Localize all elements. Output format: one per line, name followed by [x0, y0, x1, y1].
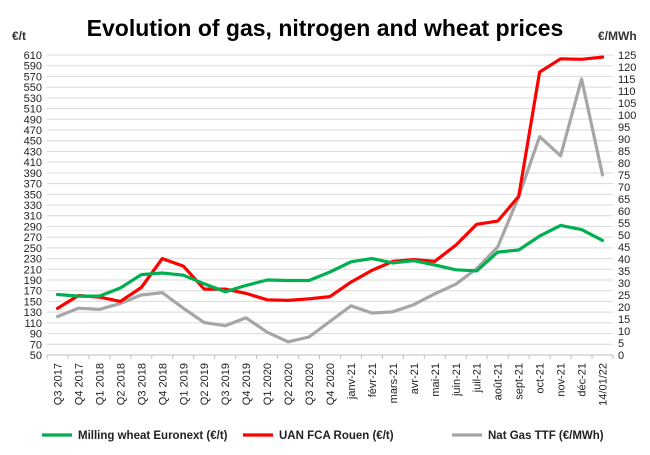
left-tick-label: 570: [24, 71, 42, 83]
legend-label: Nat Gas TTF (€/MWh): [488, 430, 604, 442]
right-tick-label: 45: [618, 242, 630, 254]
legend-label: Milling wheat Euronext (€/t): [78, 430, 228, 442]
left-tick-label: 370: [24, 179, 42, 191]
right-tick-label: 65: [618, 194, 630, 206]
x-tick-label: Q2 2019: [199, 363, 211, 405]
right-tick-label: 70: [618, 182, 630, 194]
x-tick-label: Q4 2019: [241, 363, 253, 405]
right-tick-label: 10: [618, 326, 630, 338]
left-tick-label: 110: [24, 318, 42, 330]
right-tick-label: 95: [618, 122, 630, 134]
x-tick-label: juil-21: [472, 363, 484, 393]
right-tick-label: 55: [618, 218, 630, 230]
left-tick-label: 90: [30, 329, 42, 341]
left-tick-label: 430: [24, 146, 42, 158]
left-tick-label: 490: [24, 114, 42, 126]
x-tick-label: Q3 2018: [136, 363, 148, 405]
series-line-0: [55, 223, 605, 298]
right-tick-label: 125: [618, 50, 636, 62]
x-tick-label: févr-21: [367, 363, 379, 397]
gridlines: [47, 54, 613, 356]
x-tick-label: oct-21: [535, 363, 547, 394]
left-tick-label: 150: [24, 296, 42, 308]
left-tick-label: 270: [24, 232, 42, 244]
left-tick-label: 310: [24, 211, 42, 223]
series-line-2: [55, 77, 605, 344]
right-axis-ticks: 0510152025303540455055606570758085909510…: [618, 50, 636, 362]
left-tick-label: 390: [24, 168, 42, 180]
right-tick-label: 30: [618, 278, 630, 290]
right-tick-label: 20: [618, 302, 630, 314]
x-tick-label: juin-21: [451, 363, 463, 397]
left-axis-unit: €/t: [12, 29, 26, 43]
left-tick-label: 470: [24, 125, 42, 137]
left-tick-label: 290: [24, 221, 42, 233]
x-tick-label: mars-21: [388, 363, 400, 403]
right-tick-label: 40: [618, 254, 630, 266]
left-tick-label: 250: [24, 243, 42, 255]
x-tick-label: Q3 2020: [304, 363, 316, 405]
left-tick-label: 50: [30, 350, 42, 362]
x-axis-ticks: Q3 2017 Q4 2017 Q1 2018 Q2 2018 Q3 2018 Q4 20…: [46, 355, 614, 406]
left-axis-ticks: 5070901101301501701902102302502702903103…: [24, 50, 42, 362]
x-tick-label: déc-21: [577, 363, 589, 397]
x-tick-label: janv-21: [346, 363, 358, 400]
legend-label: UAN FCA Rouen (€/t): [279, 430, 394, 442]
x-tick-label: août-21: [493, 363, 505, 400]
legend: Milling wheat Euronext (€/t) UAN FCA Roue…: [42, 430, 604, 442]
left-tick-label: 70: [30, 339, 42, 351]
x-tick-label: Q1 2020: [262, 363, 274, 405]
left-tick-label: 510: [24, 104, 42, 116]
left-tick-label: 170: [24, 286, 42, 298]
right-tick-label: 0: [618, 350, 624, 362]
left-tick-label: 590: [24, 61, 42, 73]
right-tick-label: 25: [618, 290, 630, 302]
left-tick-label: 190: [24, 275, 42, 287]
right-tick-label: 50: [618, 230, 630, 242]
left-tick-label: 230: [24, 254, 42, 266]
right-tick-label: 105: [618, 98, 636, 110]
left-tick-label: 130: [24, 307, 42, 319]
x-tick-label: Q1 2018: [94, 363, 106, 405]
right-axis-unit: €/MWh: [598, 29, 637, 43]
x-tick-label: mai-21: [430, 363, 442, 397]
x-tick-label: Q4 2020: [325, 363, 337, 405]
series-lines: [55, 55, 605, 344]
left-tick-label: 450: [24, 136, 42, 148]
x-tick-label: Q4 2018: [157, 363, 169, 405]
x-tick-label: Q1 2019: [178, 363, 190, 405]
left-tick-label: 350: [24, 189, 42, 201]
left-tick-label: 210: [24, 264, 42, 276]
right-tick-label: 85: [618, 146, 630, 158]
chart-title: Evolution of gas, nitrogen and wheat pri…: [87, 15, 564, 41]
x-tick-label: Q2 2018: [115, 363, 127, 405]
right-tick-label: 35: [618, 266, 630, 278]
x-tick-label: Q3 2019: [220, 363, 232, 405]
right-tick-label: 75: [618, 170, 630, 182]
right-tick-label: 100: [618, 110, 636, 122]
x-tick-label: avr-21: [409, 363, 421, 394]
right-tick-label: 60: [618, 206, 630, 218]
right-tick-label: 90: [618, 134, 630, 146]
left-tick-label: 410: [24, 157, 42, 169]
left-tick-label: 610: [24, 50, 42, 62]
right-tick-label: 120: [618, 62, 636, 74]
left-tick-label: 530: [24, 93, 42, 105]
right-tick-label: 5: [618, 338, 624, 350]
x-tick-label: sept-21: [514, 363, 526, 400]
right-tick-label: 115: [618, 74, 636, 86]
x-tick-label: 14/01/22: [598, 363, 610, 406]
x-tick-label: Q3 2017: [52, 363, 64, 405]
x-tick-label: Q2 2020: [283, 363, 295, 405]
x-tick-label: nov-21: [556, 363, 568, 397]
left-tick-label: 550: [24, 82, 42, 94]
right-tick-label: 15: [618, 314, 630, 326]
left-tick-label: 330: [24, 200, 42, 212]
x-tick-label: Q4 2017: [73, 363, 85, 405]
right-tick-label: 110: [618, 86, 636, 98]
right-tick-label: 80: [618, 158, 630, 170]
series-line-1: [55, 55, 605, 310]
